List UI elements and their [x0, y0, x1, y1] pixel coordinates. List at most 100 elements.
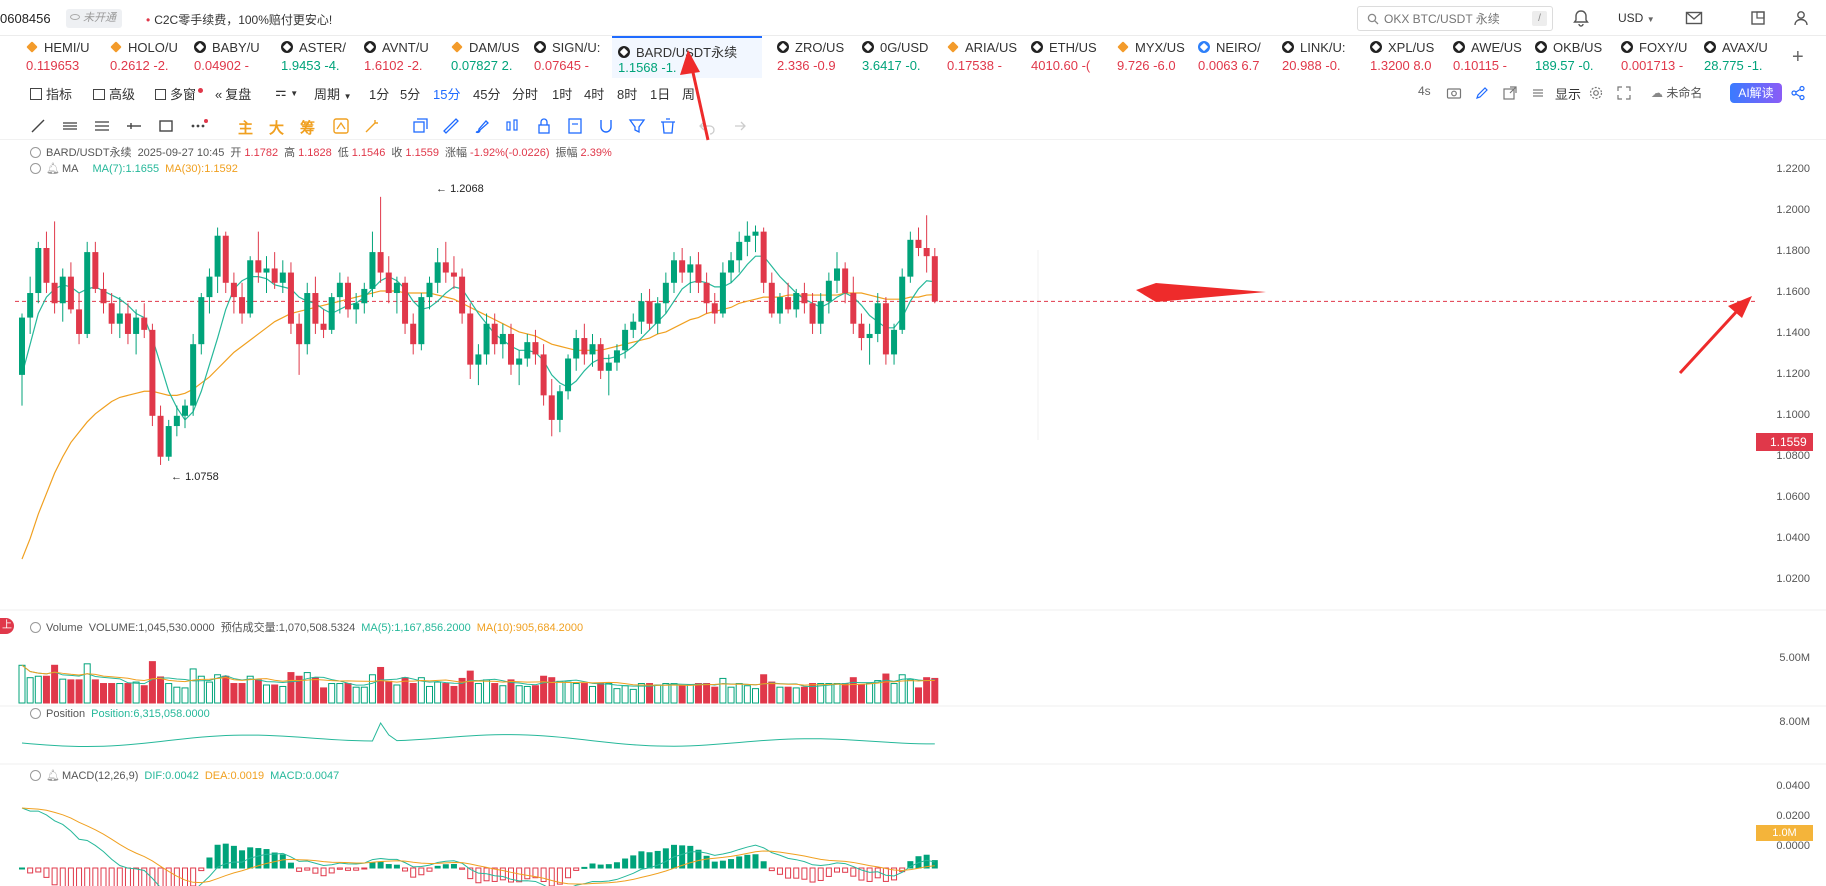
share-icon[interactable]	[1790, 85, 1806, 101]
parallel-lines-icon[interactable]	[60, 116, 80, 136]
ticker-hemi[interactable]: HEMI/U 0.119653	[26, 36, 106, 78]
indicators-button[interactable]: 指标	[30, 84, 72, 103]
fullscreen-icon[interactable]	[1616, 85, 1632, 101]
note-icon[interactable]	[565, 116, 585, 136]
ticker-zro[interactable]: ZRO/US 2.336 -0.9	[777, 36, 859, 78]
chart-type-button[interactable]: ⚎ ▼	[275, 84, 298, 100]
horizontal-line-icon[interactable]	[124, 116, 144, 136]
replay-button[interactable]: «复盘	[215, 84, 251, 103]
gear-icon[interactable]	[1588, 85, 1604, 101]
display-button[interactable]: 显示	[1555, 87, 1582, 102]
ticker-holo[interactable]: HOLO/U 0.2612 -2.	[110, 36, 190, 78]
layout-name-button[interactable]: ☁ 未命名	[1651, 84, 1702, 101]
ticker-aria[interactable]: ARIA/US 0.17538 -	[947, 36, 1029, 78]
ruler-icon[interactable]	[441, 116, 461, 136]
ticker-baby[interactable]: BABY/U 0.04902 -	[194, 36, 279, 78]
ma-label: MA	[61, 163, 79, 175]
ticker-aster[interactable]: ASTER/1.9453 -4.	[281, 36, 361, 78]
ticker-myx[interactable]: MYX/US 9.726 -6.0	[1117, 36, 1195, 78]
magnet-icon[interactable]	[596, 116, 616, 136]
ticker-0g[interactable]: 0G/USD 3.6417 -0.	[862, 36, 944, 78]
ticker-eth[interactable]: ETH/US 4010.60 -(	[1031, 36, 1113, 78]
mail-icon[interactable]	[1685, 9, 1703, 27]
ticker-bard[interactable]: BARD/USDT永续 1.1568 -1.	[612, 36, 762, 78]
advanced-button[interactable]: 高级	[93, 84, 135, 103]
ticker-sign[interactable]: SIGN/U: 0.07645 -	[534, 36, 616, 78]
candles-tool-icon[interactable]	[503, 116, 523, 136]
side-badge[interactable]: 上	[0, 618, 14, 634]
interval-15m[interactable]: 15分	[433, 87, 461, 102]
interval-1m[interactable]: 1分	[369, 87, 390, 102]
collapse-icon[interactable]	[30, 770, 41, 781]
ai-interpret-button[interactable]: AI解读	[1730, 83, 1782, 103]
macd-histogram-bar	[206, 857, 213, 869]
ticker-xpl[interactable]: XPL/US 1.3200 8.0	[1370, 36, 1450, 78]
camera-icon[interactable]	[1446, 85, 1462, 101]
popout-window-icon[interactable]	[1750, 9, 1768, 27]
bell-icon[interactable]: 🔔︎	[46, 770, 60, 782]
magic-icon[interactable]	[362, 116, 382, 136]
interval-1h[interactable]: 1时	[552, 87, 573, 102]
promo-banner[interactable]: • C2C零手续费，100%赔付更安心!	[146, 11, 332, 28]
interval-week[interactable]: 周	[682, 87, 696, 102]
chart-area[interactable]: BARD/USDT永续 2025-09-27 10:45 开 1.1782 高 1.182…	[0, 140, 1826, 886]
channel-icon[interactable]	[92, 116, 112, 136]
interval-1d[interactable]: 1日	[650, 87, 671, 102]
interval-timeshare[interactable]: 分时	[512, 87, 539, 102]
bell-icon[interactable]	[1572, 9, 1590, 27]
big-order-toggle[interactable]: 大	[269, 120, 285, 137]
collapse-icon[interactable]	[30, 708, 41, 719]
collapse-icon[interactable]	[30, 163, 41, 174]
filter-icon[interactable]	[627, 116, 647, 136]
order-flow-icon[interactable]	[331, 116, 351, 136]
lock-icon[interactable]	[534, 116, 554, 136]
ticker-price: 0.07827 2.	[451, 58, 513, 73]
add-ticker-button[interactable]: +	[1792, 46, 1804, 68]
volume-bar	[42, 675, 50, 704]
candle-body	[654, 303, 661, 324]
ticker-avnt[interactable]: AVNT/U 1.6102 -2.	[364, 36, 449, 78]
period-select[interactable]: 周期 ▼	[314, 84, 352, 103]
candle-body	[198, 297, 205, 345]
macd-histogram-bar	[728, 859, 735, 869]
user-icon[interactable]	[1792, 9, 1810, 27]
trend-line-icon[interactable]	[28, 116, 48, 136]
trash-icon[interactable]	[658, 116, 678, 136]
rectangle-icon[interactable]	[156, 116, 176, 136]
external-link-icon[interactable]	[1502, 85, 1518, 101]
ticker-dam[interactable]: DAM/US 0.07827 2.	[451, 36, 531, 78]
multi-chart-button[interactable]: 多窗	[155, 84, 204, 103]
ticker-price: 0.0063 6.7	[1198, 58, 1260, 73]
ticker-neiro[interactable]: NEIRO/0.0063 6.7	[1198, 36, 1280, 78]
search-input[interactable]	[1384, 11, 1524, 27]
ticker-price: 20.988 -0.	[1282, 58, 1341, 73]
currency-select[interactable]: USD ▼	[1618, 11, 1655, 25]
ticker-foxy[interactable]: FOXY/U 0.001713 -	[1621, 36, 1701, 78]
chips-toggle[interactable]: 筹	[300, 120, 316, 137]
ticker-link[interactable]: LINK/U: 20.988 -0.	[1282, 36, 1367, 78]
ticker-okb[interactable]: OKB/US 189.57 -0.	[1535, 36, 1617, 78]
ticker-price: 3.6417 -0.	[862, 58, 921, 73]
interval-8h[interactable]: 8时	[617, 87, 638, 102]
main-chart-toggle[interactable]: 主	[238, 120, 254, 137]
interval-45m[interactable]: 45分	[473, 87, 501, 102]
bell-icon[interactable]: 🔔︎	[46, 163, 60, 175]
interval-5m[interactable]: 5分	[400, 87, 421, 102]
edit-icon[interactable]	[1474, 85, 1490, 101]
more-tools-icon[interactable]	[188, 116, 208, 136]
redo-icon[interactable]	[728, 116, 748, 136]
interval-4h[interactable]: 4时	[584, 87, 605, 102]
ticker-awe[interactable]: AWE/US 0.10115 -	[1453, 36, 1533, 78]
layout-icon[interactable]	[1530, 85, 1546, 101]
ticker-name: LINK/U:	[1282, 40, 1346, 55]
account-status-badge[interactable]: 未开通	[66, 9, 122, 28]
copy-icon[interactable]	[410, 116, 430, 136]
brush-icon[interactable]	[472, 116, 492, 136]
collapse-icon[interactable]	[30, 147, 41, 158]
candlestick-chart[interactable]	[0, 140, 1826, 886]
collapse-icon[interactable]	[30, 622, 41, 633]
ticker-name: HOLO/U	[110, 40, 178, 55]
undo-icon[interactable]	[697, 116, 717, 136]
symbol-search[interactable]: /	[1357, 6, 1553, 31]
ticker-avax[interactable]: AVAX/U 28.775 -1.	[1704, 36, 1784, 78]
